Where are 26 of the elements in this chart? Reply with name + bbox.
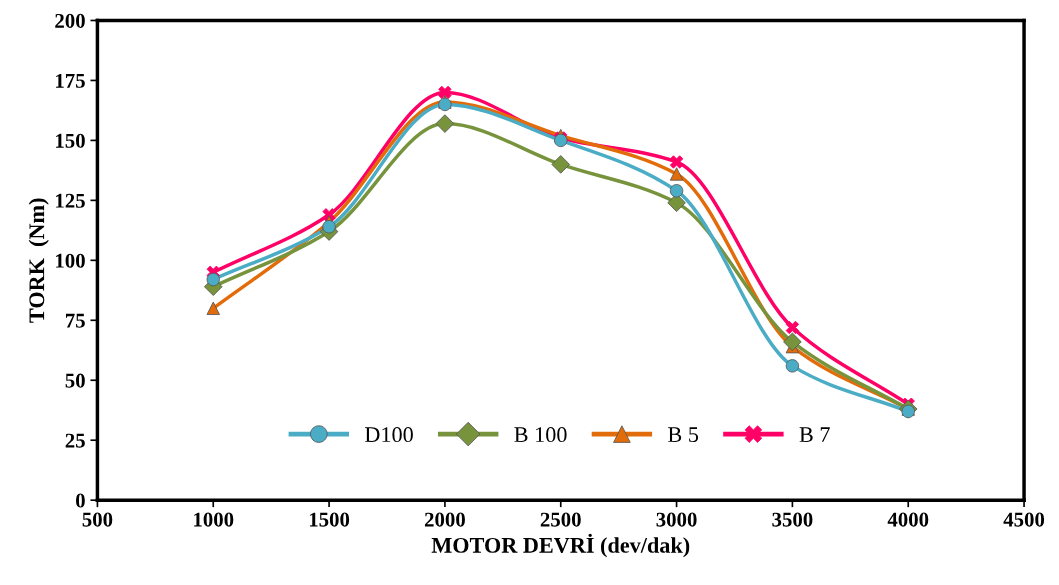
x-tick-label: 500: [82, 512, 113, 527]
x-tick-label: 2000: [424, 512, 465, 527]
legend-label: D100: [365, 427, 413, 443]
x-tick-label: 4000: [887, 512, 929, 527]
y-tick-label: 0: [76, 493, 85, 508]
x-tick-label: 1500: [309, 512, 350, 527]
legend-label: B 5: [668, 427, 699, 443]
legend-label: B 100: [514, 427, 567, 443]
x-tick-label: 1000: [194, 512, 234, 527]
y-tick-label: 50: [65, 373, 85, 388]
y-tick-label: 125: [56, 193, 85, 208]
x-tick-label: 3000: [656, 512, 697, 527]
y-tick-label: 150: [56, 133, 85, 148]
x-tick-label: 4500: [1003, 512, 1045, 527]
y-axis-title: TORK (Nm): [28, 198, 49, 323]
legend-label: B 7: [799, 427, 830, 442]
x-tick-label: 2500: [540, 512, 581, 527]
y-tick-label: 200: [55, 13, 85, 28]
y-tick-label: 25: [65, 433, 85, 448]
y-tick-label: 175: [56, 73, 85, 88]
x-tick-label: 3500: [772, 512, 813, 527]
x-axis-title: MOTOR DEVRİ (dev/dak): [431, 533, 690, 558]
point: [783, 332, 802, 352]
y-tick-label: 100: [56, 253, 85, 268]
point: [435, 114, 455, 133]
y-tick-label: 75: [65, 313, 85, 328]
